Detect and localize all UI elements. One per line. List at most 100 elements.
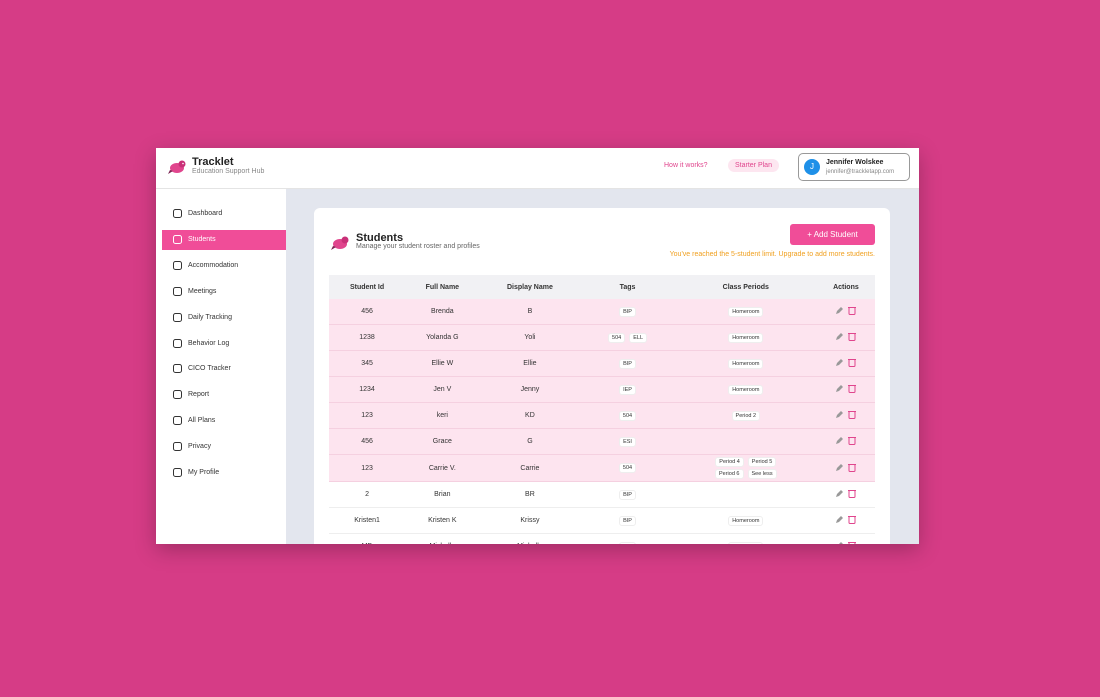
icon xyxy=(173,468,182,477)
cell-full-name: Michelle xyxy=(405,533,480,544)
period-chip: Period 4 xyxy=(715,457,744,467)
brand-title: Tracklet xyxy=(192,156,234,168)
sidebar-item[interactable]: CICO Tracker xyxy=(162,359,286,379)
logo xyxy=(168,160,186,174)
cell-id: MD xyxy=(329,533,406,544)
sidebar-label: Students xyxy=(188,235,216,243)
sidebar-label: All Plans xyxy=(188,417,216,425)
student-row: MDMichelleMichelleIEPHomeroom xyxy=(329,533,875,544)
sidebar-item[interactable]: Privacy xyxy=(162,437,286,457)
cell-actions xyxy=(816,533,875,544)
sidebar-label: Accommodation xyxy=(188,261,239,269)
period-chip: Period 2 xyxy=(731,410,761,421)
student-row: 456 Grace G ESI xyxy=(329,428,875,455)
icon xyxy=(173,312,182,322)
action-icons[interactable] xyxy=(835,463,857,472)
cell-periods: Homeroom xyxy=(674,533,817,544)
icon xyxy=(173,234,182,244)
tag-chip: 504 xyxy=(618,463,637,473)
sidebar-item[interactable]: Daily Tracking xyxy=(162,308,286,328)
avatar: J xyxy=(804,159,820,175)
cell-periods: Homeroom xyxy=(674,350,817,377)
action-icons[interactable] xyxy=(835,541,857,544)
cell-display-name: Krissy xyxy=(479,507,581,534)
cell-periods: Homeroom xyxy=(674,299,817,325)
icon xyxy=(173,390,182,400)
cell-tags: BIP xyxy=(580,481,675,508)
action-icons[interactable] xyxy=(835,358,857,367)
column-header: Display Name xyxy=(479,275,581,299)
cell-periods xyxy=(674,481,817,508)
sidebar-label: Daily Tracking xyxy=(188,313,232,321)
tag-chip: BIP xyxy=(619,358,636,369)
tag-chip: BIP xyxy=(619,515,636,526)
cell-full-name: Brenda xyxy=(405,299,480,325)
cell-actions xyxy=(816,324,875,351)
sidebar-label: CICO Tracker xyxy=(188,365,231,373)
cell-full-name: Kristen K xyxy=(405,507,480,534)
cell-id: 1234 xyxy=(329,376,406,403)
sidebar-item[interactable]: My Profile xyxy=(162,463,286,483)
sidebar-item[interactable]: Meetings xyxy=(162,282,286,302)
cell-display-name: Ellie xyxy=(479,350,581,377)
action-icons[interactable] xyxy=(835,515,857,524)
cell-full-name: Ellie W xyxy=(405,350,480,377)
cell-actions xyxy=(816,428,875,455)
user-menu[interactable]: J Jennifer Wolskee jennifer@trackletapp.… xyxy=(798,153,910,181)
sidebar-item[interactable]: Students xyxy=(162,229,286,250)
period-chip: Period 6 xyxy=(715,469,744,479)
cell-full-name: Brian xyxy=(405,481,480,508)
cell-id: 123 xyxy=(329,454,406,482)
app-window: Tracklet Education Support Hub How it wo… xyxy=(156,148,919,544)
sidebar-label: Dashboard xyxy=(188,210,223,217)
period-chip: Homeroom xyxy=(728,515,764,526)
sidebar-item[interactable]: All Plans xyxy=(162,411,286,431)
page-title: Students xyxy=(356,232,404,244)
period-chip: Homeroom xyxy=(728,306,764,317)
cell-tags: ESI xyxy=(580,428,675,455)
cell-periods: Period 4 Period 5 Period 6 See less xyxy=(674,454,817,482)
user-name: Jennifer Wolskee xyxy=(826,159,884,166)
cell-actions xyxy=(816,350,875,377)
tag-chip: ESI xyxy=(619,436,636,447)
sidebar-item[interactable]: Behavior Log xyxy=(162,334,286,354)
cell-periods xyxy=(674,428,817,455)
plan-badge[interactable]: Starter Plan xyxy=(728,159,779,172)
cell-id: 1238 xyxy=(329,324,406,351)
sidebar-item[interactable]: Dashboard xyxy=(162,204,286,224)
brand-subtitle: Education Support Hub xyxy=(192,168,265,175)
cell-display-name: Michelle xyxy=(479,533,581,544)
student-row: 345 Ellie W Ellie BIP Homeroom xyxy=(329,350,875,377)
cell-tags: BIP xyxy=(580,299,675,325)
sidebar-item[interactable]: Accommodation xyxy=(162,256,286,276)
logo xyxy=(331,236,349,250)
student-row: Kristen1 Kristen K Krissy BIP Homeroom xyxy=(329,507,875,534)
cell-id: 2 xyxy=(329,481,406,508)
period-chip: Homeroom xyxy=(728,332,764,343)
icon xyxy=(173,364,182,374)
action-icons[interactable] xyxy=(835,410,857,419)
student-row: 2 Brian BR BIP xyxy=(329,481,875,508)
action-icons[interactable] xyxy=(835,306,857,315)
tag-chip: BIP xyxy=(619,306,636,317)
tag-chip: 504 xyxy=(618,410,637,421)
column-header: Tags xyxy=(580,275,675,299)
tag-chip: ELL xyxy=(629,332,648,343)
cell-tags: 504 ELL xyxy=(580,324,675,351)
add-student-button[interactable]: + Add Student xyxy=(790,224,875,245)
sidebar-label: Meetings xyxy=(188,287,217,295)
nav-link[interactable]: How it works? xyxy=(664,162,708,169)
students-table: Student Id Full Name Display Name Tags Class… xyxy=(329,275,875,544)
sidebar-label: Behavior Log xyxy=(188,339,230,347)
period-chip: Homeroom xyxy=(728,384,764,395)
action-icons[interactable] xyxy=(835,332,857,341)
action-icons[interactable] xyxy=(835,384,857,393)
icon xyxy=(173,286,182,296)
action-icons[interactable] xyxy=(835,436,857,445)
cell-periods: Period 2 xyxy=(674,402,817,429)
sidebar-item[interactable]: Report xyxy=(162,385,286,405)
action-icons[interactable] xyxy=(835,489,857,498)
period-chip: Period 5 xyxy=(747,457,777,467)
cell-periods: Homeroom xyxy=(674,507,817,534)
cell-tags: BIP xyxy=(580,350,675,377)
